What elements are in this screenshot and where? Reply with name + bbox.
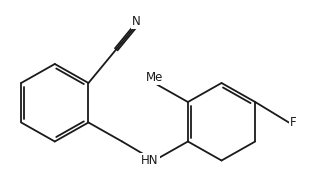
Text: HN: HN xyxy=(141,154,159,167)
Text: N: N xyxy=(132,15,141,28)
Text: F: F xyxy=(290,116,297,129)
Text: Me: Me xyxy=(146,71,163,84)
